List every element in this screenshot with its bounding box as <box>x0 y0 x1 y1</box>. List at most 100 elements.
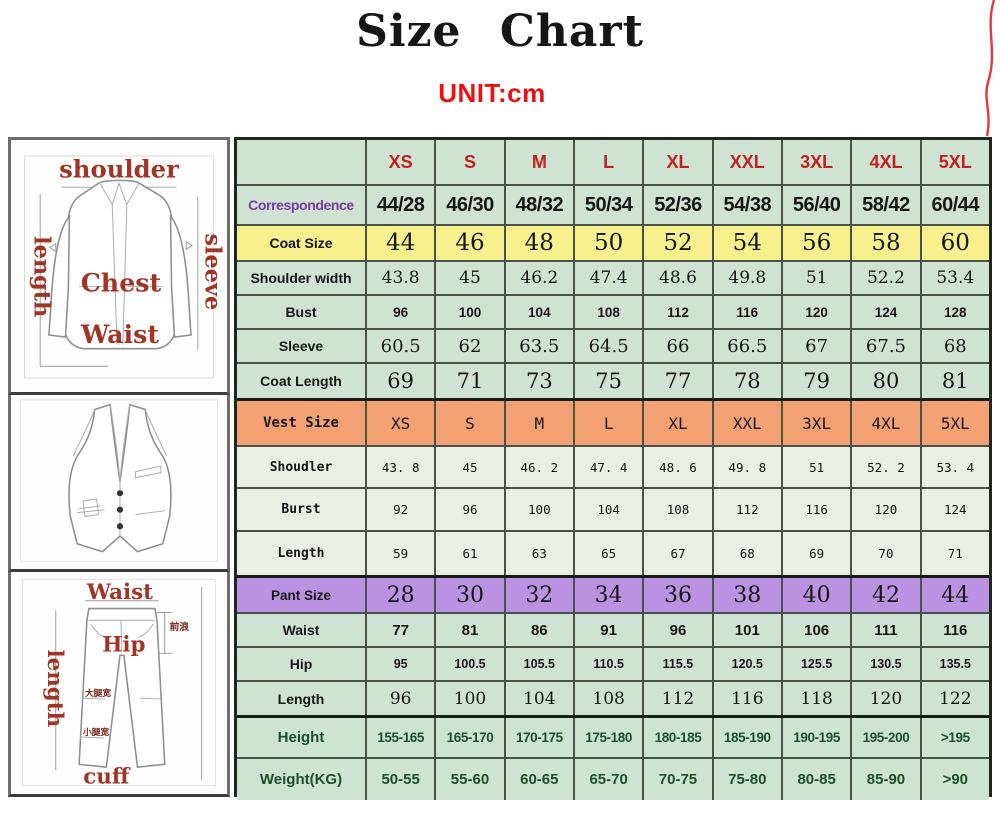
size-cell-weight: 50-55 <box>365 759 435 800</box>
size-cell-pantsize: 28 <box>365 578 435 612</box>
size-cell-waist: 91 <box>572 614 643 646</box>
size-cell-plength: 112 <box>642 682 712 715</box>
size-cell-sleeve: 67.5 <box>850 330 920 362</box>
row-label-vshoulder: Shoudler <box>237 447 365 487</box>
jacket-sleeve-label: sleeve <box>200 233 226 310</box>
size-cell-hip: 95 <box>365 648 435 680</box>
size-cell-vburst: 120 <box>850 489 920 530</box>
size-cell-pantsize: 40 <box>780 578 851 612</box>
size-cell-plength: 116 <box>711 682 781 715</box>
corner-swoosh-decoration <box>985 0 996 137</box>
size-cell-coatsize: 60 <box>919 226 989 260</box>
size-cell-waist: 96 <box>642 614 712 646</box>
size-cell-vshoulder: 52. 2 <box>850 447 920 487</box>
size-cell-vlength: 61 <box>434 532 504 575</box>
size-cell-bust: 124 <box>850 296 920 328</box>
size-cell-sleeve: 63.5 <box>503 330 573 362</box>
size-cell-vestsize: S <box>434 401 504 445</box>
size-cell-shoulder: 51 <box>780 262 851 294</box>
size-cell-bust: 104 <box>503 296 573 328</box>
size-cell-sleeve: 60.5 <box>365 330 435 362</box>
table-row-vshoulder: Shoudler 43. 8 45 46. 2 47. 4 48. 6 49. 8 51 52.… <box>237 445 989 487</box>
vest-illustration-cell <box>8 395 230 572</box>
size-cell-sleeve: 67 <box>780 330 851 362</box>
size-cell-correspondence: 58/42 <box>850 186 920 224</box>
size-cell-coatlength: 77 <box>642 364 712 398</box>
size-cell-coatlength: 79 <box>780 364 851 398</box>
size-cell-coatsize: 56 <box>780 226 851 260</box>
size-cell-sizes: S <box>434 140 504 184</box>
size-cell-correspondence: 54/38 <box>711 186 781 224</box>
pants-front-rise-label: 前浪 <box>170 620 190 633</box>
size-cell-vlength: 65 <box>572 532 643 575</box>
row-label-shoulder: Shoulder width <box>237 262 365 294</box>
size-cell-shoulder: 43.8 <box>365 262 435 294</box>
table-row-weight: Weight(KG) 50-55 55-60 60-65 65-70 70-75 75-80… <box>237 757 989 800</box>
size-cell-height: 170-175 <box>503 718 573 757</box>
jacket-illustration-cell: shoulder length sleeve Chest Waist <box>8 137 230 395</box>
table-row-sizes: XS S M L XL XXL 3XL 4XL 5XL <box>237 140 989 184</box>
size-cell-plength: 96 <box>365 682 435 715</box>
pants-cuff-label: cuff <box>83 765 131 790</box>
size-cell-vshoulder: 45 <box>434 447 504 487</box>
size-cell-vshoulder: 47. 4 <box>572 447 643 487</box>
size-cell-vlength: 68 <box>711 532 781 575</box>
size-cell-height: 165-170 <box>434 718 504 757</box>
pants-thigh-label: 大腿宽 <box>85 687 111 699</box>
pants-length-label: length <box>42 650 67 728</box>
table-row-sleeve: Sleeve 60.5 62 63.5 64.5 66 66.5 67 67.5 68 <box>237 328 989 362</box>
size-cell-waist: 111 <box>850 614 920 646</box>
size-cell-bust: 128 <box>919 296 989 328</box>
size-cell-shoulder: 52.2 <box>850 262 920 294</box>
row-label-vlength: Length <box>237 532 365 575</box>
chart-header: Size Chart UNIT:cm <box>0 7 1000 109</box>
size-cell-vburst: 124 <box>919 489 989 530</box>
size-cell-waist: 101 <box>711 614 781 646</box>
size-cell-shoulder: 46.2 <box>503 262 573 294</box>
size-cell-height: 155-165 <box>365 718 435 757</box>
size-cell-vburst: 104 <box>572 489 643 530</box>
size-cell-vlength: 71 <box>919 532 989 575</box>
size-cell-shoulder: 48.6 <box>642 262 712 294</box>
size-cell-vestsize: XS <box>365 401 435 445</box>
size-cell-height: >195 <box>919 718 989 757</box>
size-cell-plength: 104 <box>503 682 573 715</box>
size-cell-coatlength: 73 <box>503 364 573 398</box>
illustration-column: shoulder length sleeve Chest Waist <box>8 137 230 797</box>
unit-label: UNIT:cm <box>438 78 546 109</box>
table-row-hip: Hip 95 100.5 105.5 110.5 115.5 120.5 125.5 130.5… <box>237 646 989 680</box>
size-cell-shoulder: 45 <box>434 262 504 294</box>
table-row-pantsize: Pant Size 28 30 32 34 36 38 40 42 44 <box>237 575 989 612</box>
size-cell-bust: 112 <box>642 296 712 328</box>
row-label-plength: Length <box>237 682 365 715</box>
size-cell-weight: 55-60 <box>434 759 504 800</box>
size-cell-shoulder: 49.8 <box>711 262 781 294</box>
size-cell-vlength: 70 <box>850 532 920 575</box>
size-cell-correspondence: 48/32 <box>503 186 573 224</box>
table-row-coatsize: Coat Size 44 46 48 50 52 54 56 58 60 <box>237 224 989 260</box>
size-cell-hip: 105.5 <box>503 648 573 680</box>
size-cell-coatsize: 52 <box>642 226 712 260</box>
jacket-chest-label: Chest <box>81 267 162 297</box>
size-cell-waist: 106 <box>780 614 851 646</box>
size-cell-vburst: 112 <box>711 489 781 530</box>
size-cell-vshoulder: 51 <box>780 447 851 487</box>
table-row-shoulder: Shoulder width 43.8 45 46.2 47.4 48.6 49.8 51 52… <box>237 260 989 294</box>
size-cell-sleeve: 68 <box>919 330 989 362</box>
size-cell-vestsize: XXL <box>711 401 781 445</box>
size-cell-hip: 135.5 <box>919 648 989 680</box>
size-cell-plength: 122 <box>919 682 989 715</box>
row-label-vburst: Burst <box>237 489 365 530</box>
size-cell-vlength: 67 <box>642 532 712 575</box>
row-label-sizes <box>237 140 365 184</box>
size-table: XS S M L XL XXL 3XL 4XL 5XL Correspondence 44/28 46… <box>234 137 992 800</box>
size-cell-correspondence: 46/30 <box>434 186 504 224</box>
row-label-sleeve: Sleeve <box>237 330 365 362</box>
size-cell-vburst: 108 <box>642 489 712 530</box>
row-label-correspondence: Correspondence <box>237 186 365 224</box>
pants-waist-label: Waist <box>86 580 153 605</box>
size-cell-vlength: 69 <box>780 532 851 575</box>
pants-hip-label: Hip <box>102 632 145 657</box>
size-cell-weight: 70-75 <box>642 759 712 800</box>
